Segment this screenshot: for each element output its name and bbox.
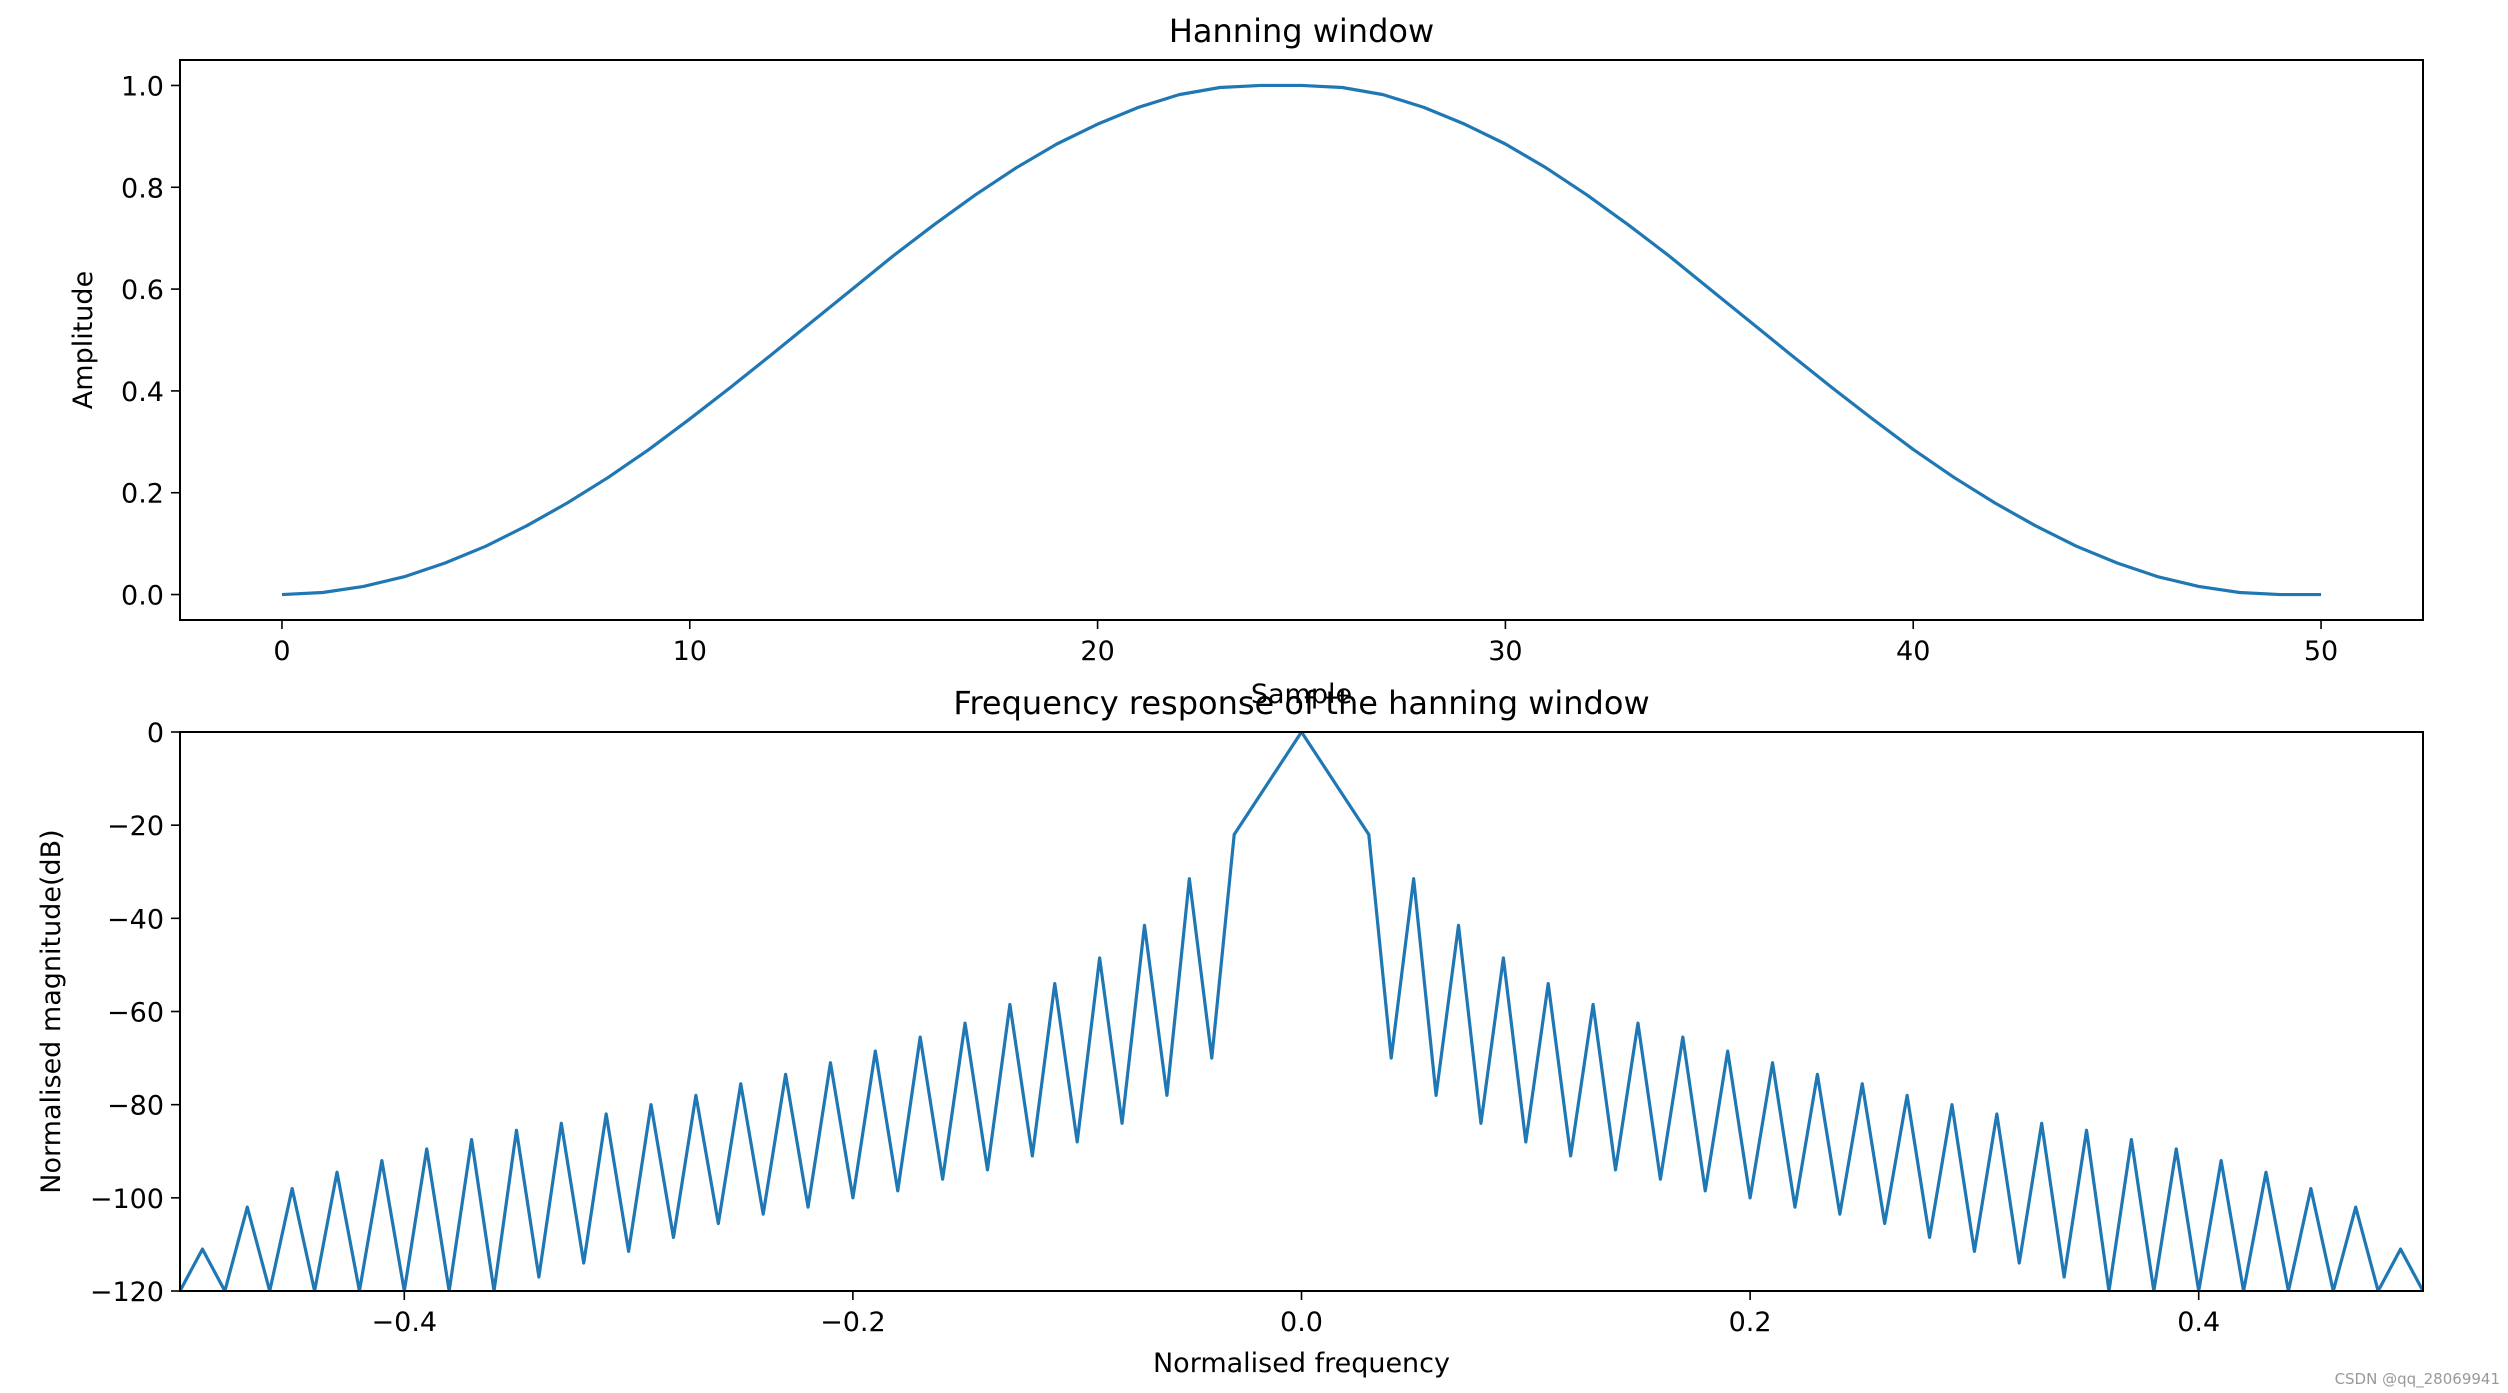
response-x-tick-label: 0.2 <box>1729 1307 1772 1338</box>
window-chart-title: Hanning window <box>1169 12 1434 50</box>
window-y-tick-label: 0.4 <box>121 377 164 408</box>
hanning-window-axes: 0 10 20 30 40 50 0.0 0.2 0.4 0.6 0.8 1.0 Hanning win… <box>68 12 2424 710</box>
frequency-response-axes: −0.4 −0.2 0.0 0.2 0.4 0 −20 −40 −60 −80 −100 −120 Fr… <box>36 684 2424 1379</box>
window-y-axis-label: Amplitude <box>68 271 99 409</box>
response-y-tick-label: −100 <box>90 1184 164 1215</box>
response-series-line <box>180 732 2423 1291</box>
window-y-tick-label: 1.0 <box>121 71 164 102</box>
response-x-tick-label: 0.0 <box>1280 1307 1323 1338</box>
window-x-tick-label: 10 <box>673 636 707 667</box>
response-y-tick-label: −20 <box>107 811 164 842</box>
response-y-tick-label: −60 <box>107 998 164 1029</box>
window-x-tick-label: 50 <box>2304 636 2338 667</box>
response-y-tick-label: −80 <box>107 1091 164 1122</box>
window-y-tick-label: 0.0 <box>121 581 164 612</box>
window-x-tick-label: 20 <box>1080 636 1114 667</box>
window-x-tick-label: 30 <box>1488 636 1522 667</box>
response-x-tick-label: −0.2 <box>820 1307 886 1338</box>
response-x-tick-label: −0.4 <box>372 1307 438 1338</box>
window-x-axis-label: Sample <box>1251 679 1352 710</box>
response-x-axis-label: Normalised frequency <box>1153 1348 1450 1379</box>
response-y-tick-label: −40 <box>107 904 164 935</box>
window-x-tick-label: 40 <box>1896 636 1930 667</box>
response-y-axis-label: Normalised magnitude(dB) <box>36 829 67 1193</box>
response-chart-title: Frequency response of the hanning window <box>953 684 1649 722</box>
window-series-line <box>281 83 2322 597</box>
response-x-tick-label: 0.4 <box>2177 1307 2220 1338</box>
window-plot-frame <box>179 59 2424 621</box>
response-plot-frame <box>179 731 2424 1292</box>
window-y-tick-label: 0.6 <box>121 275 164 306</box>
response-y-tick-label: −120 <box>90 1277 164 1308</box>
response-y-tick-label: 0 <box>147 718 164 749</box>
window-y-tick-label: 0.8 <box>121 173 164 204</box>
window-x-tick-label: 0 <box>273 636 290 667</box>
window-y-tick-label: 0.2 <box>121 479 164 510</box>
watermark: CSDN @qq_28069941 <box>2335 1370 2500 1389</box>
